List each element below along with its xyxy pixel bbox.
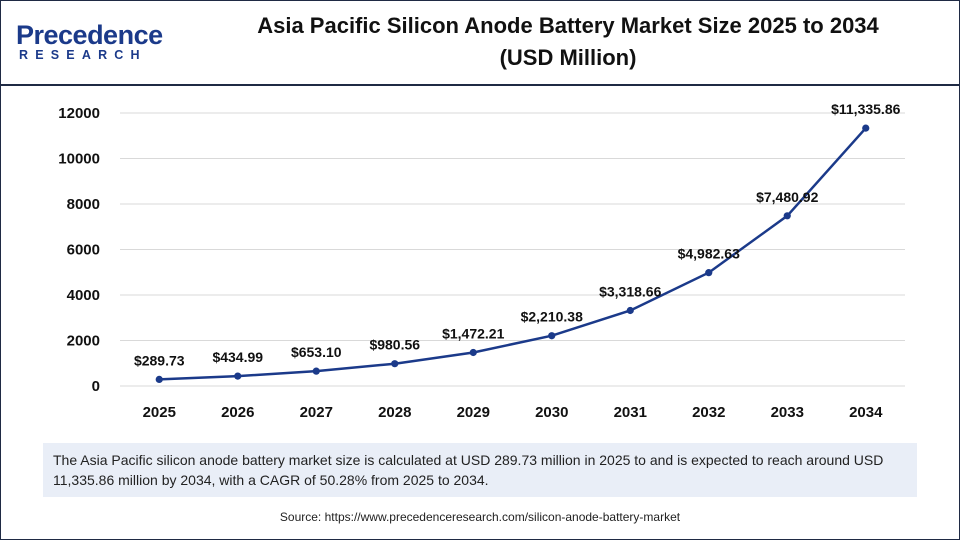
logo-sub-text: RESEARCH — [19, 48, 147, 62]
x-tick-label: 2030 — [535, 404, 568, 421]
x-tick-label: 2031 — [614, 404, 647, 421]
chart-title-line-1: Asia Pacific Silicon Anode Battery Marke… — [257, 13, 879, 38]
data-point — [391, 360, 399, 368]
x-tick-label: 2025 — [143, 404, 176, 421]
data-label: $11,335.86 — [831, 101, 901, 117]
source-link[interactable]: Source: https://www.precedenceresearch.c… — [279, 510, 681, 524]
data-point — [234, 372, 242, 380]
data-label: $1,472.21 — [442, 326, 504, 342]
data-point — [469, 348, 477, 357]
data-point — [548, 332, 556, 340]
data-label: $2,210.38 — [521, 309, 583, 325]
y-tick-label: 6000 — [67, 242, 100, 259]
x-tick-label: 2026 — [221, 404, 254, 421]
y-tick-label: 8000 — [67, 196, 100, 213]
data-point — [312, 367, 320, 375]
gridlines — [120, 112, 905, 387]
y-tick-label: 0 — [92, 378, 100, 395]
data-point — [862, 124, 870, 132]
data-point — [783, 212, 791, 220]
y-tick-label: 2000 — [67, 333, 100, 350]
header: Precedence RESEARCH Asia Pacific Silicon… — [0, 0, 960, 86]
y-tick-label: 4000 — [67, 287, 100, 304]
data-label: $3,318.66 — [599, 284, 661, 300]
x-tick-label: 2029 — [457, 404, 490, 421]
x-tick-label: 2033 — [771, 404, 804, 421]
precedence-logo: Precedence RESEARCH — [16, 20, 166, 66]
data-label: $653.10 — [291, 344, 342, 360]
data-point — [155, 375, 163, 384]
data-label: $980.56 — [369, 337, 420, 353]
data-label: $4,982.63 — [678, 246, 740, 262]
y-axis-ticks: 0 2000 4000 6000 8000 10000 12000 — [58, 105, 100, 395]
data-label: $7,480.92 — [756, 189, 818, 205]
x-tick-label: 2034 — [849, 404, 883, 421]
x-axis-ticks: 2025 2026 2027 2028 2029 2030 2031 2032 2033 2034 — [143, 404, 884, 421]
data-point — [626, 306, 634, 315]
chart-title-line-2: (USD Million) — [499, 45, 637, 70]
data-label: $289.73 — [134, 352, 185, 368]
line-chart: 0 2000 4000 6000 8000 10000 12000 2025 2026 2027… — [58, 101, 905, 421]
chart-title: Asia Pacific Silicon Anode Battery Marke… — [180, 10, 956, 74]
series-line — [159, 127, 867, 381]
data-points — [155, 124, 870, 384]
data-labels: $289.73 $434.99 $653.10 $980.56 $1,472.21 $2,… — [134, 101, 901, 368]
data-point — [705, 269, 713, 277]
y-tick-label: 10000 — [58, 151, 100, 168]
x-tick-label: 2028 — [378, 404, 411, 421]
data-label: $434.99 — [212, 349, 263, 365]
x-tick-label: 2032 — [692, 404, 725, 421]
x-tick-label: 2027 — [300, 404, 333, 421]
summary-caption: The Asia Pacific silicon anode battery m… — [43, 443, 917, 497]
y-tick-label: 12000 — [58, 105, 100, 122]
logo-main-text: Precedence — [16, 20, 163, 50]
